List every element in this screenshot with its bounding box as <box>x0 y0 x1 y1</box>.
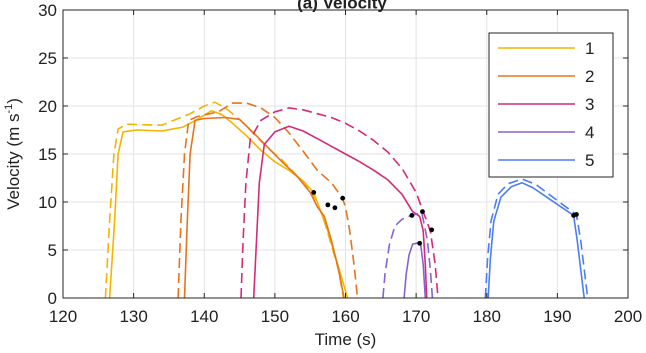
x-tick-label: 120 <box>49 307 77 326</box>
data-marker <box>417 240 423 246</box>
y-tick-label: 0 <box>48 289 57 308</box>
series-3-dashed-line <box>240 107 439 299</box>
legend-label-5: 5 <box>585 151 594 170</box>
series-3-solid-line <box>252 125 428 299</box>
x-tick-label: 190 <box>543 307 571 326</box>
x-tick-labels: 120 130 140 150 160 170 180 190 200 <box>49 10 642 326</box>
legend-label-3: 3 <box>585 95 594 114</box>
series-4-solid-line <box>403 241 427 299</box>
legend-box <box>488 32 614 178</box>
chart-title: (a) Velocity <box>297 0 387 12</box>
x-tick-label: 130 <box>119 307 147 326</box>
series-5-solid-line <box>487 182 585 299</box>
series-2-dashed-line <box>177 102 359 299</box>
data-marker <box>420 209 425 215</box>
y-tick-label: 15 <box>38 145 57 164</box>
y-axis-label-close: ) <box>4 98 23 104</box>
y-tick-label: 10 <box>38 193 57 212</box>
x-tick-label: 200 <box>614 307 642 326</box>
y-tick-label: 30 <box>38 1 57 20</box>
y-axis-label: Velocity (m s-1) <box>3 98 23 210</box>
y-tick-label: 5 <box>48 241 57 260</box>
marker-layer <box>311 190 579 246</box>
legend-label-2: 2 <box>585 67 594 86</box>
series-1-solid-line <box>108 110 349 299</box>
series-layer <box>104 101 589 299</box>
series-1-dashed-line <box>104 101 345 299</box>
y-tick-label: 25 <box>38 49 57 68</box>
data-marker <box>325 202 331 208</box>
y-tick-label: 20 <box>38 97 57 116</box>
legend-label-4: 4 <box>585 123 594 142</box>
legend: 1 2 3 4 5 <box>488 32 614 178</box>
x-tick-label: 170 <box>402 307 430 326</box>
series-5-dashed-line <box>484 178 589 299</box>
data-marker <box>429 227 435 233</box>
series-2-solid-line <box>183 116 345 299</box>
x-tick-label: 140 <box>190 307 218 326</box>
series-4-dashed-line <box>382 211 434 299</box>
data-marker <box>332 205 338 211</box>
legend-label-1: 1 <box>585 39 594 58</box>
x-tick-label: 160 <box>331 307 359 326</box>
data-marker <box>340 195 346 201</box>
y-axis-label-main: Velocity (m s <box>4 114 23 210</box>
data-marker <box>409 213 415 218</box>
data-marker <box>311 190 317 195</box>
x-axis-label: Time (s) <box>315 330 377 349</box>
x-tick-label: 150 <box>261 307 289 326</box>
x-tick-label: 180 <box>473 307 501 326</box>
data-marker <box>574 212 579 217</box>
y-axis-label-superscript: -1 <box>3 104 15 114</box>
